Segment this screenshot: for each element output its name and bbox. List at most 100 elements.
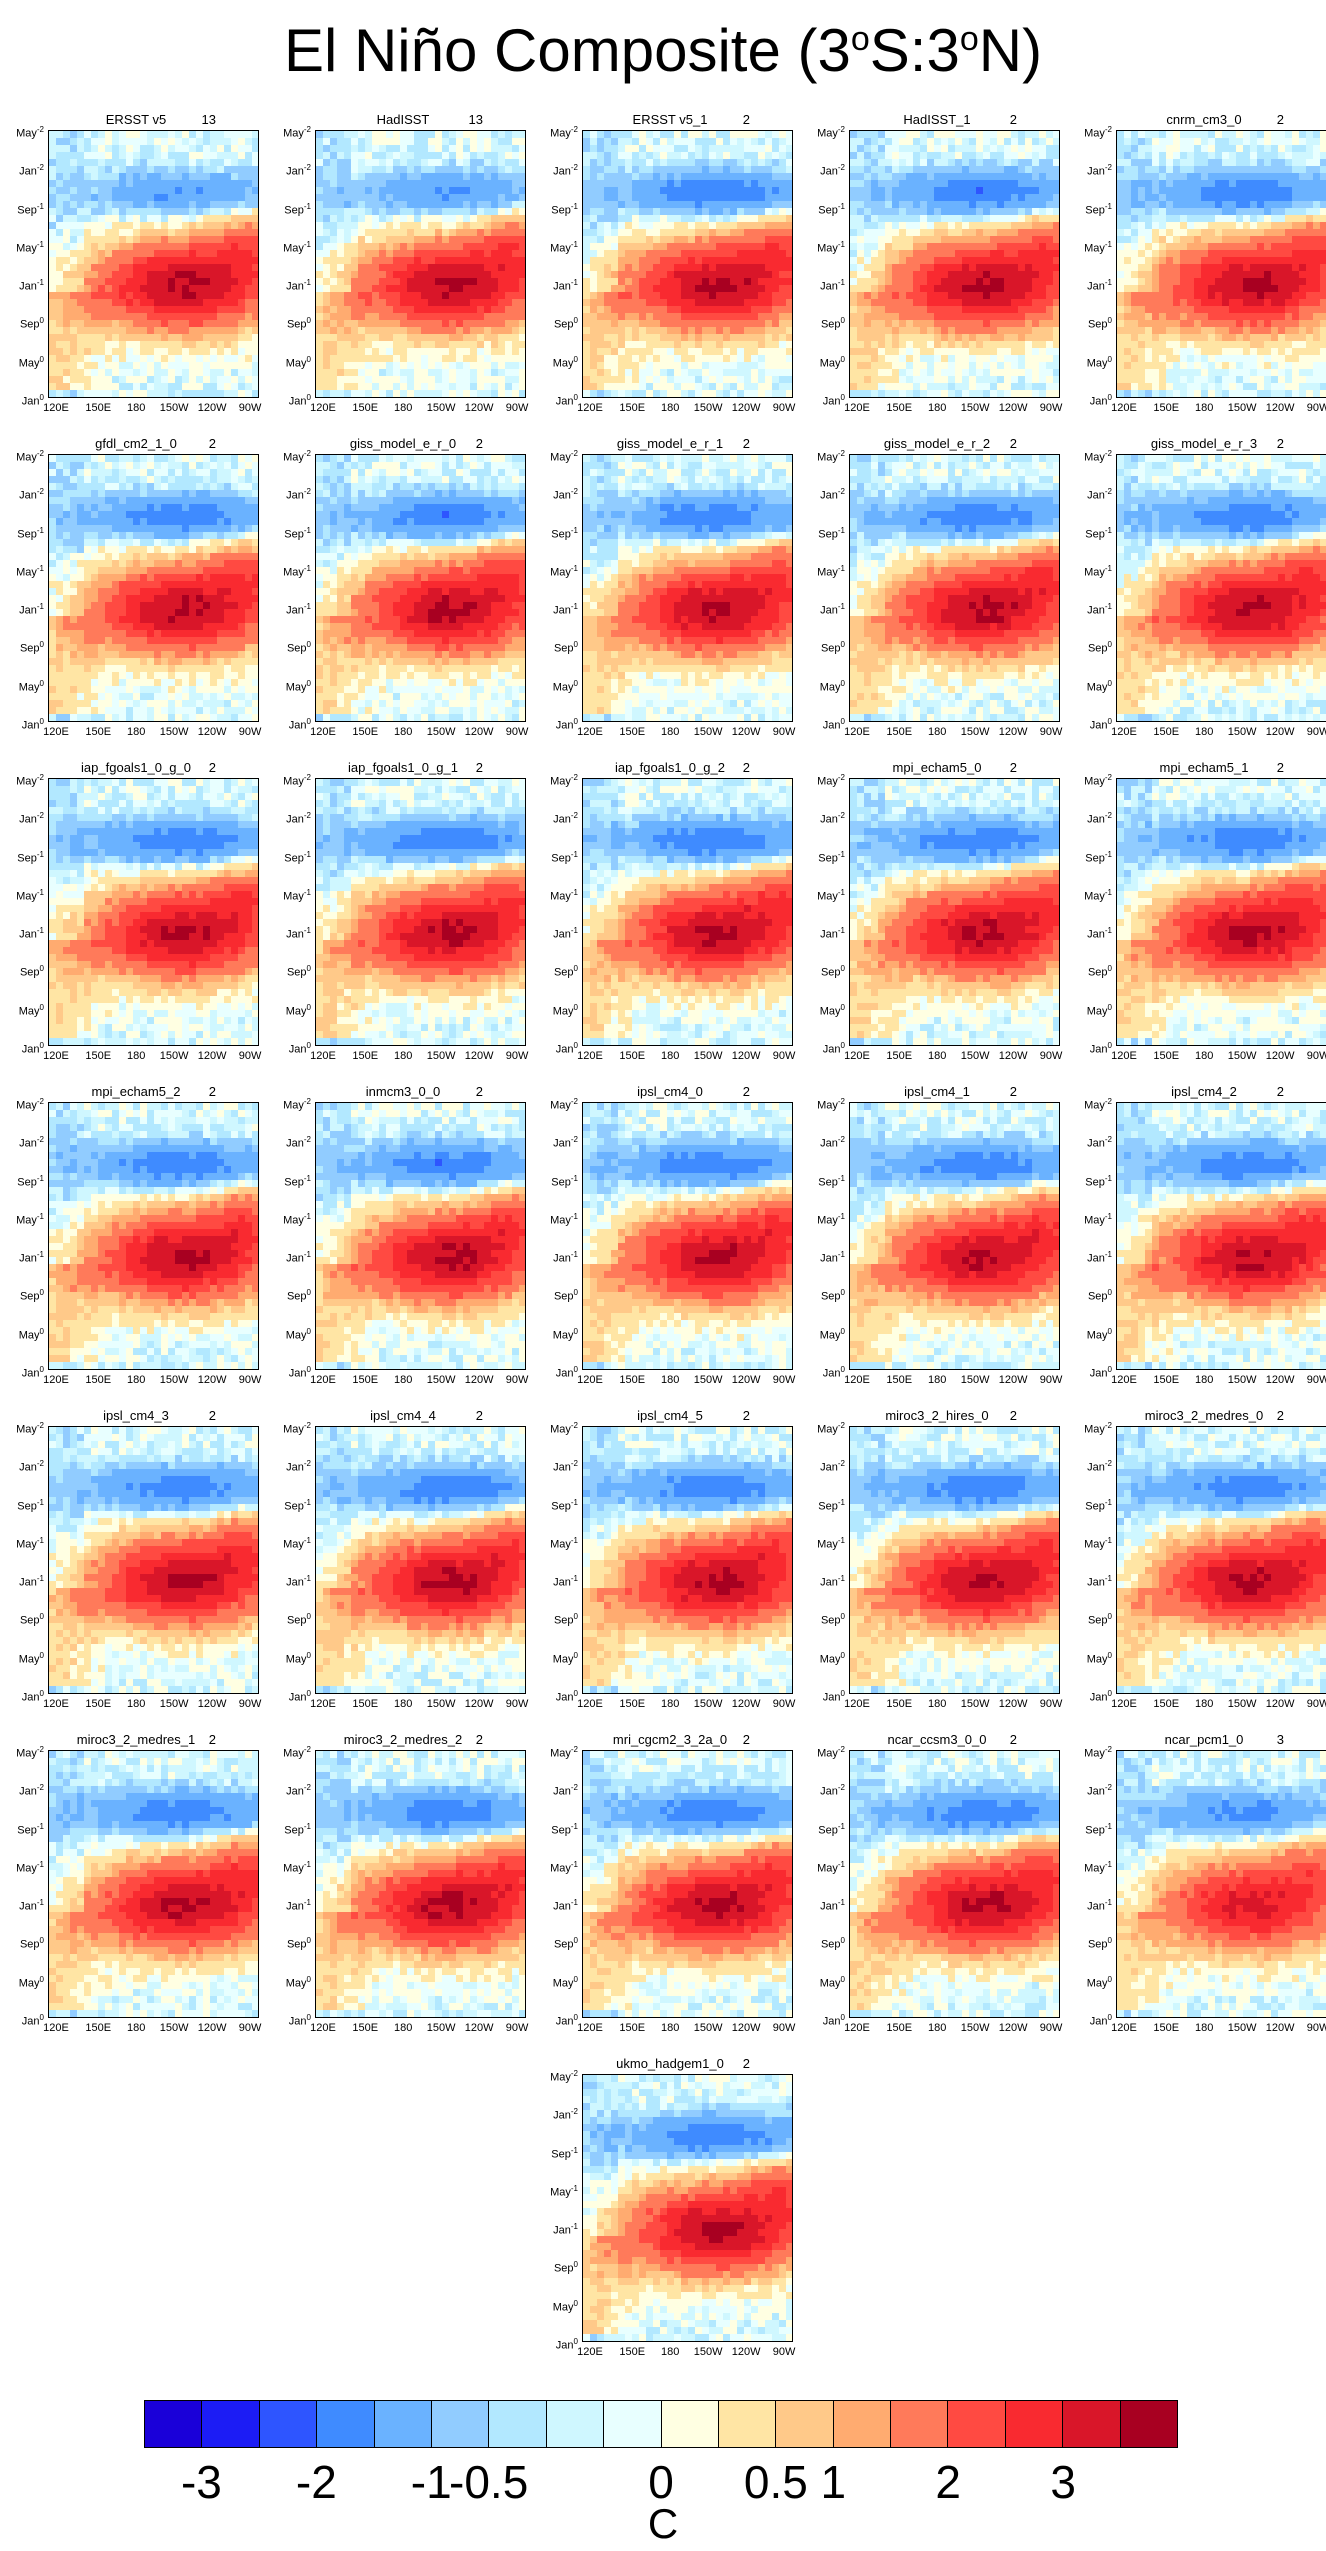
y-tick-label: Jan-2 [0,1458,44,1474]
y-tick-label: Jan-2 [0,1134,44,1150]
y-tick-label: May-1 [801,1211,845,1227]
y-tick-label: Jan0 [534,2012,578,2028]
x-tick-label: 90W [773,1050,796,1062]
panel-title: giss_model_e_r_0 [315,436,491,452]
y-tick-label: Sep-1 [0,1497,44,1513]
y-tick-label: Jan-1 [0,1249,44,1265]
x-tick-label: 150W [427,1374,456,1386]
contour-field [1117,131,1326,397]
y-tick-label: Jan-1 [534,601,578,617]
x-tick-label: 180 [127,2022,145,2034]
y-tick-label: Jan0 [1068,1364,1112,1380]
contour-plot [849,454,1060,722]
x-tick-label: 150E [886,402,912,414]
y-tick-label: May0 [1068,1002,1112,1018]
x-tick-label: 150E [85,2022,111,2034]
y-tick-label: May-1 [1068,1535,1112,1551]
x-tick-label: 120E [577,2346,603,2358]
y-tick-label: Jan0 [0,1364,44,1380]
x-tick-label: 180 [394,1050,412,1062]
y-tick-label: Sep-1 [267,1821,311,1837]
contour-plot [1116,454,1326,722]
x-tick-label: 150W [160,2022,189,2034]
x-tick-label: 180 [127,1698,145,1710]
x-tick-label: 150E [85,1698,111,1710]
contour-field [49,1103,258,1369]
contour-plot [315,454,526,722]
panel: HadISST_1 2 May-2 Jan-2 Sep-1 May-1 Jan-1 Sep0 M… [801,112,1062,414]
panel-count: 2 [1010,436,1017,452]
x-tick-label: 150W [694,2022,723,2034]
y-tick-label: Jan-2 [0,486,44,502]
figure-title: El Niño Composite (3oS:3oN) [0,4,1326,86]
y-tick-label: Jan-2 [1068,486,1112,502]
colorbar-box [259,2401,318,2447]
y-tick-label: May-2 [1068,448,1112,464]
y-tick-label: May0 [534,1326,578,1342]
contour-field [1117,779,1326,1045]
colorbar-tick-label: 2 [935,2455,961,2509]
colorbar-unit: C [648,2500,678,2548]
panel: ipsl_cm4_2 2 May-2 Jan-2 Sep-1 May-1 Jan-1 Sep0… [1068,1084,1326,1386]
x-tick-label: 150W [160,402,189,414]
panel-count: 13 [202,112,216,128]
x-tick-label: 120W [198,1374,227,1386]
contour-plot [48,1102,259,1370]
colorbar-tick-label: 0 [648,2455,674,2509]
y-tick-label: May0 [1068,678,1112,694]
x-tick-label: 120W [465,2022,494,2034]
y-tick-label: Sep-1 [534,525,578,541]
contour-plot [849,1102,1060,1370]
panel-title: miroc3_2_hires_0 [849,1408,1025,1424]
contour-plot [582,778,793,1046]
x-tick-label: 150W [427,726,456,738]
x-tick-label: 120W [198,726,227,738]
y-tick-label: Jan-2 [534,486,578,502]
x-tick-label: 150E [886,1050,912,1062]
y-tick-label: Sep-1 [0,525,44,541]
y-tick-label: May-1 [801,887,845,903]
panel-title: giss_model_e_r_1 [582,436,758,452]
x-tick-label: 120E [43,726,69,738]
contour-plot [1116,778,1326,1046]
y-tick-label: Jan-1 [267,277,311,293]
x-tick-label: 90W [1040,1050,1063,1062]
y-tick-label: Jan0 [267,1364,311,1380]
y-tick-label: Jan0 [1068,1688,1112,1704]
x-tick-label: 120W [1266,1050,1295,1062]
y-tick-label: Sep-1 [534,1497,578,1513]
y-tick-label: Sep0 [267,1287,311,1303]
x-tick-label: 90W [239,1374,262,1386]
y-tick-label: May0 [801,678,845,694]
contour-plot [48,1426,259,1694]
panel-count: 2 [1277,1408,1284,1424]
x-tick-label: 180 [928,1374,946,1386]
x-tick-label: 90W [773,1374,796,1386]
y-tick-label: Jan-2 [267,1134,311,1150]
y-tick-label: Jan0 [534,2336,578,2352]
x-tick-label: 90W [506,1698,529,1710]
x-tick-label: 120E [1111,1374,1137,1386]
contour-plot [1116,1426,1326,1694]
y-tick-label: Jan-1 [534,1573,578,1589]
x-tick-label: 150E [85,1374,111,1386]
x-tick-label: 150W [1228,2022,1257,2034]
x-tick-label: 120E [1111,402,1137,414]
contour-field [850,131,1059,397]
contour-plot [48,130,259,398]
y-tick-label: Sep-1 [267,201,311,217]
x-tick-label: 150W [694,402,723,414]
y-tick-label: Sep0 [1068,1287,1112,1303]
contour-field [1117,1103,1326,1369]
y-tick-label: Sep-1 [267,1497,311,1513]
y-tick-label: Jan-1 [267,601,311,617]
y-tick-label: Jan-2 [801,1134,845,1150]
contour-field [316,455,525,721]
x-tick-label: 90W [773,726,796,738]
panel: iap_fgoals1_0_g_2 2 May-2 Jan-2 Sep-1 May-1 Ja… [534,760,795,1062]
panel-title: iap_fgoals1_0_g_2 [582,760,758,776]
panel-count: 2 [1010,1084,1017,1100]
contour-plot [582,1426,793,1694]
panel-title: miroc3_2_medres_0 [1116,1408,1292,1424]
panel: ncar_ccsm3_0_0 2 May-2 Jan-2 Sep-1 May-1 Jan-1… [801,1732,1062,2034]
